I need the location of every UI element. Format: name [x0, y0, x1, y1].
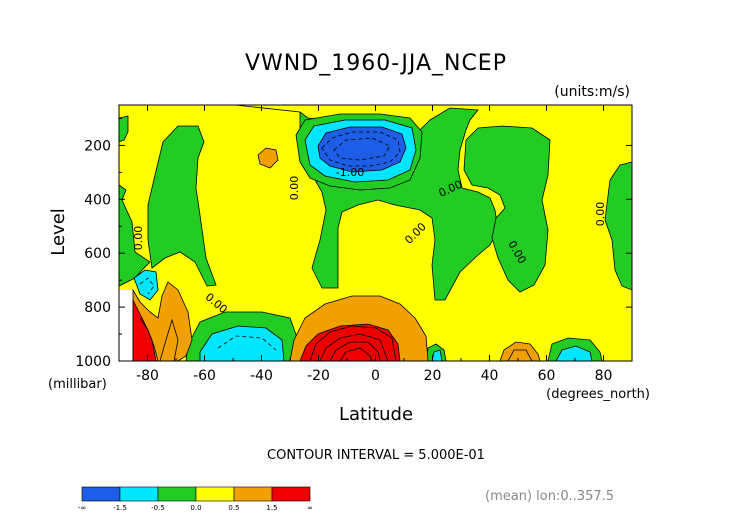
x-tick-label: -60 — [193, 368, 216, 384]
band-region — [299, 323, 401, 361]
y-tick-label: 200 — [84, 138, 111, 154]
contour-label: -1.00 — [336, 166, 364, 179]
band-region — [463, 125, 551, 293]
x-tick-label: 40 — [481, 368, 499, 384]
x-tick-label: 20 — [424, 368, 442, 384]
band-region — [199, 325, 285, 361]
y-axis: 200 400 600 800 1000 — [75, 117, 632, 370]
y-tick-label: 600 — [84, 246, 111, 262]
legend-swatch — [271, 486, 311, 502]
y-units-label: (millibar) — [48, 377, 107, 392]
x-axis-title: Latitude — [339, 404, 413, 425]
chart-title: VWND_1960-JJA_NCEP — [245, 51, 507, 76]
x-tick-label: -80 — [136, 368, 159, 384]
y-tick-label: 400 — [84, 192, 111, 208]
band-region — [119, 184, 151, 287]
legend-label: -1.5 — [113, 504, 127, 512]
y-tick-label: 800 — [84, 300, 111, 316]
x-tick-label: -20 — [307, 368, 330, 384]
legend-label: -0.5 — [151, 504, 165, 512]
legend-label: -∞ — [78, 504, 86, 512]
x-tick-label: -40 — [250, 368, 273, 384]
x-tick-label: 80 — [595, 368, 613, 384]
contour-field — [119, 105, 632, 361]
legend-label: ∞ — [307, 504, 313, 512]
missing-data-patch — [119, 290, 133, 361]
contour-label: 0.00 — [132, 226, 145, 251]
contour-label: 0.00 — [288, 176, 301, 201]
legend-label: 0.5 — [228, 504, 239, 512]
band-region — [257, 147, 279, 169]
contour-label: 0.00 — [594, 202, 607, 227]
legend-label: 1.5 — [266, 504, 277, 512]
band-region — [234, 105, 499, 301]
x-units-label: (degrees_north) — [546, 387, 650, 402]
legend-swatch — [195, 486, 235, 502]
band-region — [555, 345, 593, 361]
contour-interval-note: CONTOUR INTERVAL = 5.000E-01 — [267, 448, 485, 463]
band-region — [604, 161, 632, 291]
x-tick-label: 0 — [371, 368, 380, 384]
y-tick-label: 1000 — [75, 354, 111, 370]
legend-swatch — [157, 486, 197, 502]
legend-swatch — [233, 486, 273, 502]
footer-note: (mean) lon:0..357.5 — [485, 489, 614, 504]
band-region — [147, 125, 217, 287]
x-axis: -80 -60 -40 -20 0 20 40 60 80 — [118, 105, 633, 384]
y-axis-title: Level — [48, 208, 69, 256]
band-region — [431, 349, 443, 361]
band-region — [133, 269, 159, 301]
legend-swatch — [81, 486, 121, 502]
legend-swatch — [119, 486, 159, 502]
legend: -∞ -1.5 -0.5 0.0 0.5 1.5 ∞ — [78, 486, 313, 512]
units-label: (units:m/s) — [554, 84, 630, 100]
band-region — [119, 115, 129, 143]
legend-label: 0.0 — [190, 504, 201, 512]
band-region — [499, 341, 541, 361]
x-tick-label: 60 — [538, 368, 556, 384]
band-region — [317, 126, 407, 173]
